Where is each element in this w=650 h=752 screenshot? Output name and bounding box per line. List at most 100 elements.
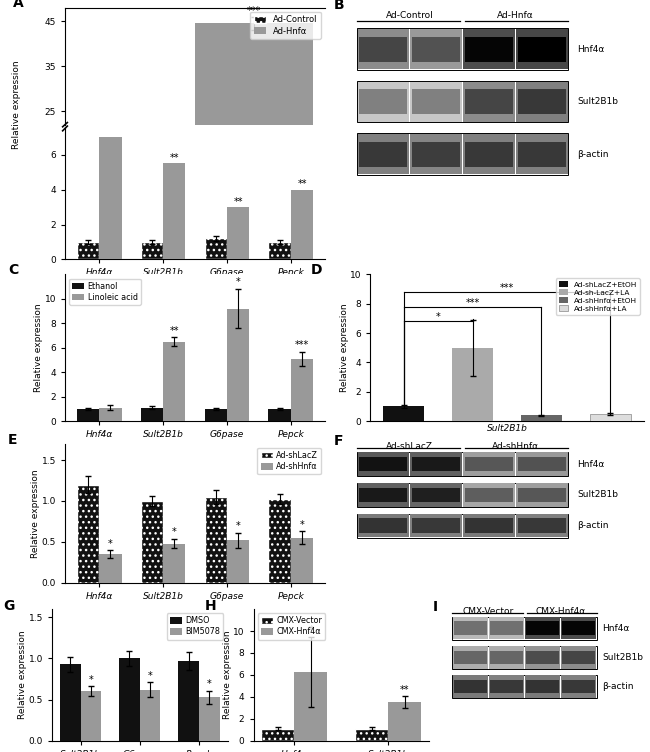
Text: *: * bbox=[207, 679, 211, 690]
Bar bbox=[77, 220, 195, 224]
Bar bbox=[411, 453, 462, 476]
Bar bbox=[562, 621, 595, 635]
Text: CMX-Hnf4α: CMX-Hnf4α bbox=[536, 608, 586, 617]
Bar bbox=[518, 457, 566, 472]
Bar bbox=[140, 242, 163, 259]
Bar bbox=[359, 141, 407, 167]
Bar bbox=[359, 37, 407, 62]
Bar bbox=[525, 617, 560, 639]
Bar bbox=[268, 242, 291, 259]
Legend: Ad-shLacZ, Ad-shHnfα: Ad-shLacZ, Ad-shHnfα bbox=[257, 447, 321, 475]
Legend: CMX-Vector, CMX-Hnf4α: CMX-Vector, CMX-Hnf4α bbox=[257, 613, 325, 640]
Bar bbox=[411, 484, 462, 507]
Bar bbox=[590, 414, 631, 421]
Text: β-actin: β-actin bbox=[603, 682, 634, 691]
Bar bbox=[81, 691, 101, 741]
Bar bbox=[465, 487, 513, 502]
Bar bbox=[454, 621, 487, 635]
Bar bbox=[490, 650, 523, 664]
Y-axis label: Relative expression: Relative expression bbox=[34, 304, 43, 392]
Bar bbox=[359, 518, 407, 533]
Bar bbox=[77, 484, 99, 583]
Bar bbox=[205, 497, 227, 583]
Bar bbox=[119, 659, 140, 741]
Bar bbox=[561, 617, 596, 639]
Bar bbox=[140, 690, 161, 741]
Bar bbox=[357, 483, 568, 507]
Bar bbox=[357, 81, 568, 123]
Bar bbox=[227, 207, 250, 259]
Bar bbox=[465, 518, 513, 533]
Text: Ad-Hnfα: Ad-Hnfα bbox=[497, 11, 534, 20]
Bar bbox=[412, 141, 460, 167]
Bar bbox=[411, 514, 462, 538]
Bar bbox=[518, 487, 566, 502]
Y-axis label: Relative expression: Relative expression bbox=[222, 631, 231, 719]
Bar bbox=[163, 341, 185, 421]
Bar bbox=[452, 646, 597, 669]
Bar bbox=[562, 650, 595, 664]
Text: **: ** bbox=[233, 197, 243, 207]
Bar bbox=[518, 37, 566, 62]
Text: *: * bbox=[436, 312, 441, 322]
Text: **: ** bbox=[400, 685, 410, 695]
Text: CMX-Vector: CMX-Vector bbox=[463, 608, 514, 617]
Bar bbox=[411, 134, 462, 174]
Text: Hnf4α: Hnf4α bbox=[603, 624, 630, 633]
Bar bbox=[357, 514, 568, 538]
Text: Ad-shLacZ: Ad-shLacZ bbox=[386, 442, 433, 451]
Bar bbox=[561, 675, 596, 698]
Bar bbox=[453, 675, 488, 698]
Text: Sult2B1b: Sult2B1b bbox=[577, 97, 618, 106]
Bar bbox=[518, 89, 566, 114]
Bar bbox=[359, 89, 407, 114]
Text: *: * bbox=[236, 521, 240, 532]
Bar bbox=[77, 242, 99, 259]
Bar bbox=[357, 452, 568, 476]
Y-axis label: Relative expression: Relative expression bbox=[339, 304, 348, 392]
Text: ***: *** bbox=[465, 298, 480, 308]
Legend: Ethanol, Linoleic acid: Ethanol, Linoleic acid bbox=[69, 278, 141, 305]
Bar bbox=[291, 359, 313, 421]
Bar bbox=[412, 37, 460, 62]
Text: *: * bbox=[148, 671, 153, 681]
Bar bbox=[463, 514, 515, 538]
Bar bbox=[140, 501, 163, 583]
Bar bbox=[163, 163, 185, 259]
Bar bbox=[268, 499, 291, 583]
Bar bbox=[205, 409, 227, 421]
Text: D: D bbox=[311, 262, 322, 277]
Bar bbox=[356, 729, 388, 741]
Bar bbox=[489, 617, 524, 639]
Y-axis label: Relative expression: Relative expression bbox=[31, 469, 40, 557]
Text: *: * bbox=[108, 538, 112, 549]
Bar bbox=[490, 680, 523, 693]
Bar bbox=[561, 647, 596, 669]
Text: **: ** bbox=[170, 326, 179, 335]
Bar bbox=[452, 347, 493, 421]
Text: G: G bbox=[3, 599, 14, 613]
Legend: Ad-shLacZ+EtOH, Ad-sh-LacZ+LA, Ad-shHnfα+EtOH, Ad-shHnfα+LA: Ad-shLacZ+EtOH, Ad-sh-LacZ+LA, Ad-shHnfα… bbox=[556, 278, 640, 315]
Bar bbox=[412, 89, 460, 114]
Bar bbox=[411, 29, 462, 69]
Bar bbox=[465, 141, 513, 167]
Bar bbox=[294, 672, 327, 741]
Bar bbox=[516, 453, 567, 476]
Bar bbox=[454, 680, 487, 693]
Bar bbox=[463, 81, 515, 122]
Bar bbox=[412, 457, 460, 472]
Bar bbox=[525, 647, 560, 669]
Text: ***: *** bbox=[247, 6, 261, 16]
Text: ***: *** bbox=[500, 283, 514, 293]
Bar bbox=[178, 661, 199, 741]
Bar bbox=[465, 457, 513, 472]
Bar bbox=[358, 29, 409, 69]
Bar bbox=[453, 647, 488, 669]
Bar bbox=[452, 675, 597, 698]
Bar bbox=[383, 406, 424, 421]
Bar bbox=[358, 81, 409, 122]
Bar bbox=[463, 134, 515, 174]
Bar bbox=[521, 415, 562, 421]
Text: Sult2B1b: Sult2B1b bbox=[577, 490, 618, 499]
Bar bbox=[60, 664, 81, 741]
